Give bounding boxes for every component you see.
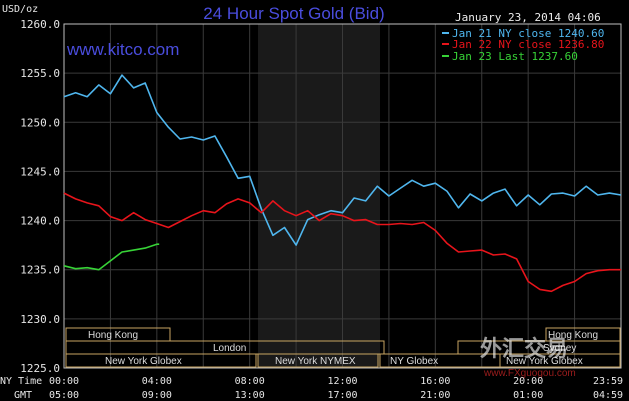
watermark-chinese: 外汇交易: [480, 336, 568, 361]
gmt-tick: 01:00: [513, 390, 543, 401]
series-line-2: [63, 243, 160, 271]
y-axis-unit-label: USD/oz: [2, 4, 38, 15]
ny-time-tick: 08:00: [235, 376, 265, 387]
session-ny-nymex: [257, 353, 379, 368]
watermark: 外汇交易 www.FXguogou.com: [480, 336, 576, 379]
session-hong-kong-label: Hong Kong: [88, 330, 138, 341]
y-axis-ticks: 1260.0 1255.0 1250.0 1245.0 1240.0 1235.0 1230…: [20, 18, 60, 375]
x-axis-ticks: 00:00 04:00 08:00 12:00 16:00 20:00 23:59 05:00…: [49, 376, 623, 401]
legend: Jan 21 NY close 1240.60 Jan 22 NY close …: [442, 27, 604, 63]
kitco-url: www.kitco.com: [66, 40, 179, 59]
session-ny-nymex-label: New York NYMEX: [275, 356, 356, 367]
session-ny-globex-right: [499, 353, 621, 368]
plot-frame: [63, 23, 622, 369]
session-london-label: London: [213, 343, 246, 354]
gmt-tick: 21:00: [420, 390, 450, 401]
gmt-tick: 04:59: [593, 390, 623, 401]
ny-time-label: NY Time: [0, 376, 42, 387]
gmt-tick: 17:00: [327, 390, 357, 401]
session-sydney-right-label: Sydney: [543, 343, 576, 354]
legend-entry-jan22: Jan 22 NY close 1236.80: [452, 38, 604, 51]
gmt-tick: 05:00: [49, 390, 79, 401]
y-tick-label: 1245.0: [20, 165, 60, 178]
y-tick-label: 1230.0: [20, 313, 60, 326]
gmt-tick: 13:00: [235, 390, 265, 401]
y-tick-label: 1235.0: [20, 264, 60, 277]
ny-time-tick: 12:00: [327, 376, 357, 387]
session-ny-globex-label: New York Globex: [105, 356, 182, 367]
gmt-tick: 09:00: [142, 390, 172, 401]
session-ny-globex-right-label: New York Globex: [506, 356, 583, 367]
y-tick-label: 1255.0: [20, 67, 60, 80]
series-line-1: [63, 192, 621, 293]
gmt-label: GMT: [14, 390, 32, 401]
y-tick-label: 1240.0: [20, 215, 60, 228]
session-ny-globex-short-label: NY Globex: [390, 356, 438, 367]
grid-lines: [64, 24, 621, 368]
session-ny-globex: [65, 353, 257, 368]
date-time-label: January 23, 2014 04:06: [455, 11, 601, 24]
chart-title: 24 Hour Spot Gold (Bid): [203, 4, 384, 23]
ny-time-tick: 16:00: [420, 376, 450, 387]
ny-time-tick: 23:59: [593, 376, 623, 387]
y-tick-label: 1225.0: [20, 362, 60, 375]
ny-time-tick: 00:00: [49, 376, 79, 387]
nymex-shaded-band: [258, 24, 380, 368]
session-hong-kong-right-label: Hong Kong: [548, 330, 598, 341]
y-tick-label: 1250.0: [20, 116, 60, 129]
y-tick-label: 1260.0: [20, 18, 60, 31]
ny-time-tick: 20:00: [513, 376, 543, 387]
price-series: [63, 74, 622, 293]
trading-sessions: Hong Kong London New York Globex New Yor…: [65, 327, 621, 368]
legend-entry-jan23: Jan 23 Last 1237.60: [452, 50, 578, 63]
legend-entry-jan21: Jan 21 NY close 1240.60: [452, 27, 604, 40]
watermark-url: www.FXguogou.com: [483, 368, 576, 379]
series-line-0: [63, 74, 622, 246]
ny-time-tick: 04:00: [142, 376, 172, 387]
